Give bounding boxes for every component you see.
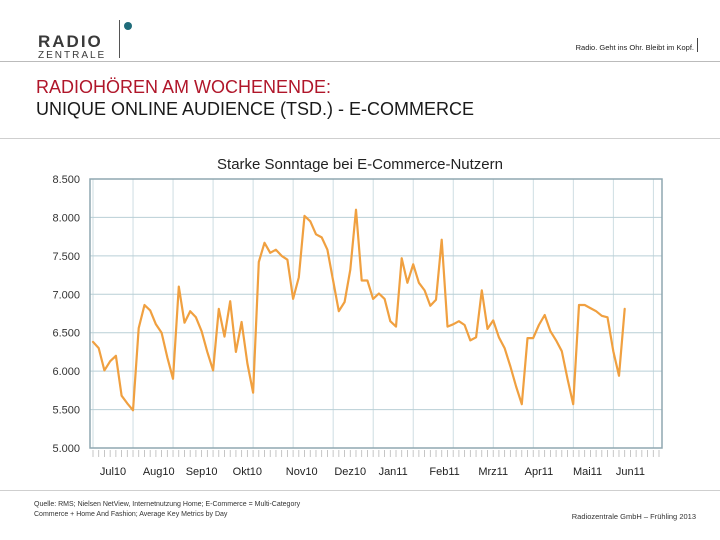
chart-title: Starke Sonntage bei E-Commerce-Nutzern — [217, 156, 503, 173]
y-tick-label: 6.500 — [52, 328, 80, 340]
x-month-label: Sep10 — [186, 466, 218, 478]
header-divider — [0, 61, 720, 62]
plot-frame — [89, 178, 663, 449]
logo-dot-icon — [124, 22, 132, 30]
logo-zentrale-text: ZENTRALE — [38, 50, 107, 61]
line-chart: 5.000 5.500 6.000 6.500 7.000 7.500 8.000 8.500… — [52, 174, 663, 478]
x-month-label: Feb11 — [429, 466, 459, 478]
x-month-label: Mrz11 — [478, 466, 508, 478]
page-title-line1: RADIOHÖREN AM WOCHENENDE: — [36, 77, 332, 97]
copyright: Radiozentrale GmbH – Frühling 2013 — [571, 512, 696, 521]
logo-divider — [119, 20, 120, 58]
x-month-label: Okt10 — [233, 466, 262, 478]
logo-radio-text: RADIO — [38, 32, 103, 51]
slogan: Radio. Geht ins Ohr. Bleibt im Kopf. — [575, 43, 694, 52]
title-divider — [0, 138, 720, 139]
x-month-label: Dez10 — [334, 466, 366, 478]
y-tick-label: 7.000 — [52, 289, 80, 301]
y-tick-label: 5.000 — [52, 443, 80, 455]
source-note: Quelle: RMS; Nielsen NetView, Internetnu… — [34, 501, 301, 518]
page-title-line2: UNIQUE ONLINE AUDIENCE (TSD.) - E-COMMER… — [36, 99, 475, 119]
x-month-label: Aug10 — [143, 466, 175, 478]
slogan-bracket — [697, 38, 698, 52]
radiozentrale-logo: RADIO ZENTRALE — [38, 18, 138, 61]
y-tick-label: 7.500 — [52, 251, 80, 263]
x-month-label: Jan11 — [379, 466, 408, 478]
y-tick-label: 8.000 — [52, 212, 80, 224]
x-month-label: Apr11 — [525, 466, 554, 478]
page-title: RADIOHÖREN AM WOCHENENDE: UNIQUE ONLINE … — [36, 76, 474, 120]
y-tick-label: 8.500 — [52, 174, 80, 186]
x-month-label: Jul10 — [100, 466, 126, 478]
footer-divider — [0, 490, 720, 491]
series-line — [91, 208, 626, 412]
x-month-label: Jun11 — [616, 466, 645, 478]
x-month-label: Mai11 — [573, 466, 602, 478]
y-tick-label: 6.000 — [52, 366, 80, 378]
y-tick-label: 5.500 — [52, 405, 80, 417]
x-month-label: Nov10 — [286, 466, 318, 478]
